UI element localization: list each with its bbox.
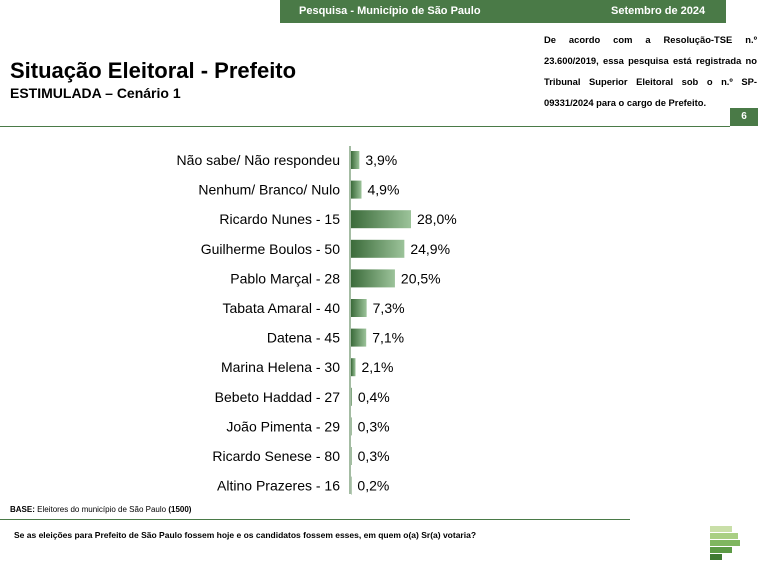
- category-label: Marina Helena - 30: [221, 359, 340, 375]
- survey-question: Se as eleições para Prefeito de São Paul…: [14, 530, 477, 540]
- bar: [351, 447, 352, 465]
- category-label: Altino Prazeres - 16: [217, 478, 340, 494]
- value-label: 28,0%: [417, 211, 457, 227]
- base-note: BASE: Eleitores do município de São Paul…: [10, 505, 191, 514]
- category-label: João Pimenta - 29: [226, 418, 340, 434]
- bar: [351, 180, 362, 199]
- bar-chart: Não sabe/ Não respondeu 3,9% Nenhum/ Branc…: [177, 146, 457, 495]
- bar: [351, 358, 356, 377]
- value-label: 20,5%: [401, 270, 441, 286]
- institute-logo-icon: [710, 526, 740, 560]
- category-label: Não sabe/ Não respondeu: [177, 152, 340, 168]
- category-label: Pablo Marçal - 28: [230, 270, 340, 286]
- page-subtitle: ESTIMULADA – Cenário 1: [10, 85, 181, 101]
- base-text: Eleitores do município de São Paulo: [37, 505, 167, 514]
- category-label: Guilherme Boulos - 50: [201, 241, 341, 257]
- bar: [351, 269, 395, 288]
- header-bar: Pesquisa - Município de São Paulo Setemb…: [280, 0, 726, 23]
- bar: [351, 299, 367, 317]
- bar: [351, 210, 411, 229]
- value-label: 0,3%: [358, 448, 390, 464]
- footer-divider: [0, 519, 630, 520]
- survey-date: Setembro de 2024: [611, 5, 706, 17]
- bar: [351, 239, 405, 258]
- value-label: 7,1%: [372, 330, 404, 346]
- bar: [351, 417, 352, 436]
- value-label: 0,3%: [358, 418, 390, 434]
- registration-note: De acordo com a Resolução-TSE n.º 23.600…: [544, 34, 757, 108]
- category-label: Bebeto Haddad - 27: [215, 389, 341, 405]
- category-label: Ricardo Senese - 80: [212, 448, 340, 464]
- value-label: 4,9%: [368, 182, 400, 198]
- value-label: 7,3%: [373, 300, 405, 316]
- base-label: BASE:: [10, 505, 35, 514]
- category-label: Nenhum/ Branco/ Nulo: [198, 182, 340, 198]
- value-label: 2,1%: [362, 359, 394, 375]
- value-label: 3,9%: [365, 152, 397, 168]
- survey-name: Pesquisa - Município de São Paulo: [299, 5, 481, 17]
- base-count: (1500): [168, 505, 192, 514]
- bar: [351, 328, 367, 347]
- bar: [351, 476, 352, 495]
- category-label: Ricardo Nunes - 15: [219, 211, 340, 227]
- page-title: Situação Eleitoral - Prefeito: [10, 58, 297, 83]
- bar: [351, 387, 352, 406]
- category-label: Tabata Amaral - 40: [222, 300, 340, 316]
- value-label: 24,9%: [410, 241, 450, 257]
- value-label: 0,2%: [357, 478, 389, 494]
- category-label: Datena - 45: [267, 330, 340, 346]
- value-label: 0,4%: [358, 389, 390, 405]
- page-number-badge: 6: [730, 108, 758, 126]
- bar: [351, 151, 360, 169]
- header-divider: [0, 126, 730, 127]
